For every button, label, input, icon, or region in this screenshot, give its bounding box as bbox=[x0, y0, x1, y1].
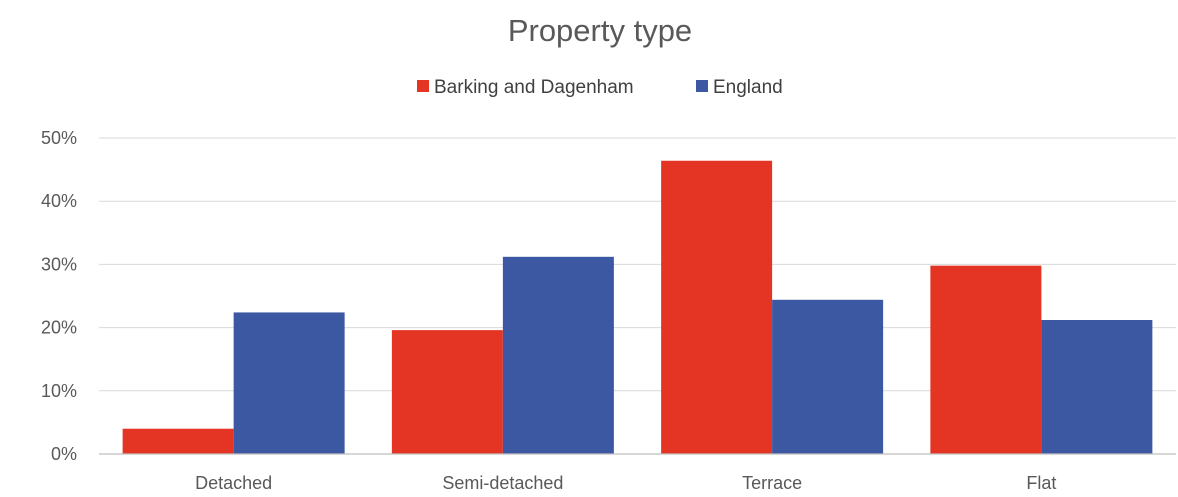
bar-england-flat bbox=[1041, 320, 1153, 454]
legend-label-barking-and-dagenham: Barking and Dagenham bbox=[434, 77, 634, 98]
bar-england-semi-detached bbox=[502, 256, 614, 454]
y-tick-label: 0% bbox=[51, 444, 77, 464]
chart-title: Property type bbox=[508, 13, 692, 48]
y-tick-label: 50% bbox=[41, 128, 77, 148]
y-tick-label: 30% bbox=[41, 254, 77, 274]
x-category-label: Terrace bbox=[742, 473, 802, 493]
bar-barking-and-dagenham-terrace bbox=[661, 160, 773, 454]
legend-swatch-barking-and-dagenham bbox=[417, 80, 429, 92]
y-axis-tick-labels: 0% 10% 20% 30% 40% 50% bbox=[41, 128, 77, 464]
x-category-label: Flat bbox=[1026, 473, 1056, 493]
x-axis-category-labels: Detached Semi-detached Terrace Flat bbox=[195, 473, 1056, 493]
legend-swatch-england bbox=[696, 80, 708, 92]
x-category-label: Detached bbox=[195, 473, 272, 493]
bar-barking-and-dagenham-flat bbox=[930, 265, 1042, 454]
x-category-label: Semi-detached bbox=[442, 473, 563, 493]
y-tick-label: 20% bbox=[41, 318, 77, 338]
bar-barking-and-dagenham-semi-detached bbox=[391, 330, 503, 454]
bar-barking-and-dagenham-detached bbox=[122, 428, 234, 454]
bar-england-detached bbox=[233, 312, 345, 454]
bars bbox=[122, 160, 1153, 454]
legend: Barking and Dagenham England bbox=[417, 77, 783, 98]
legend-label-england: England bbox=[713, 77, 783, 98]
y-tick-label: 40% bbox=[41, 191, 77, 211]
y-tick-label: 10% bbox=[41, 381, 77, 401]
bar-england-terrace bbox=[772, 299, 884, 454]
